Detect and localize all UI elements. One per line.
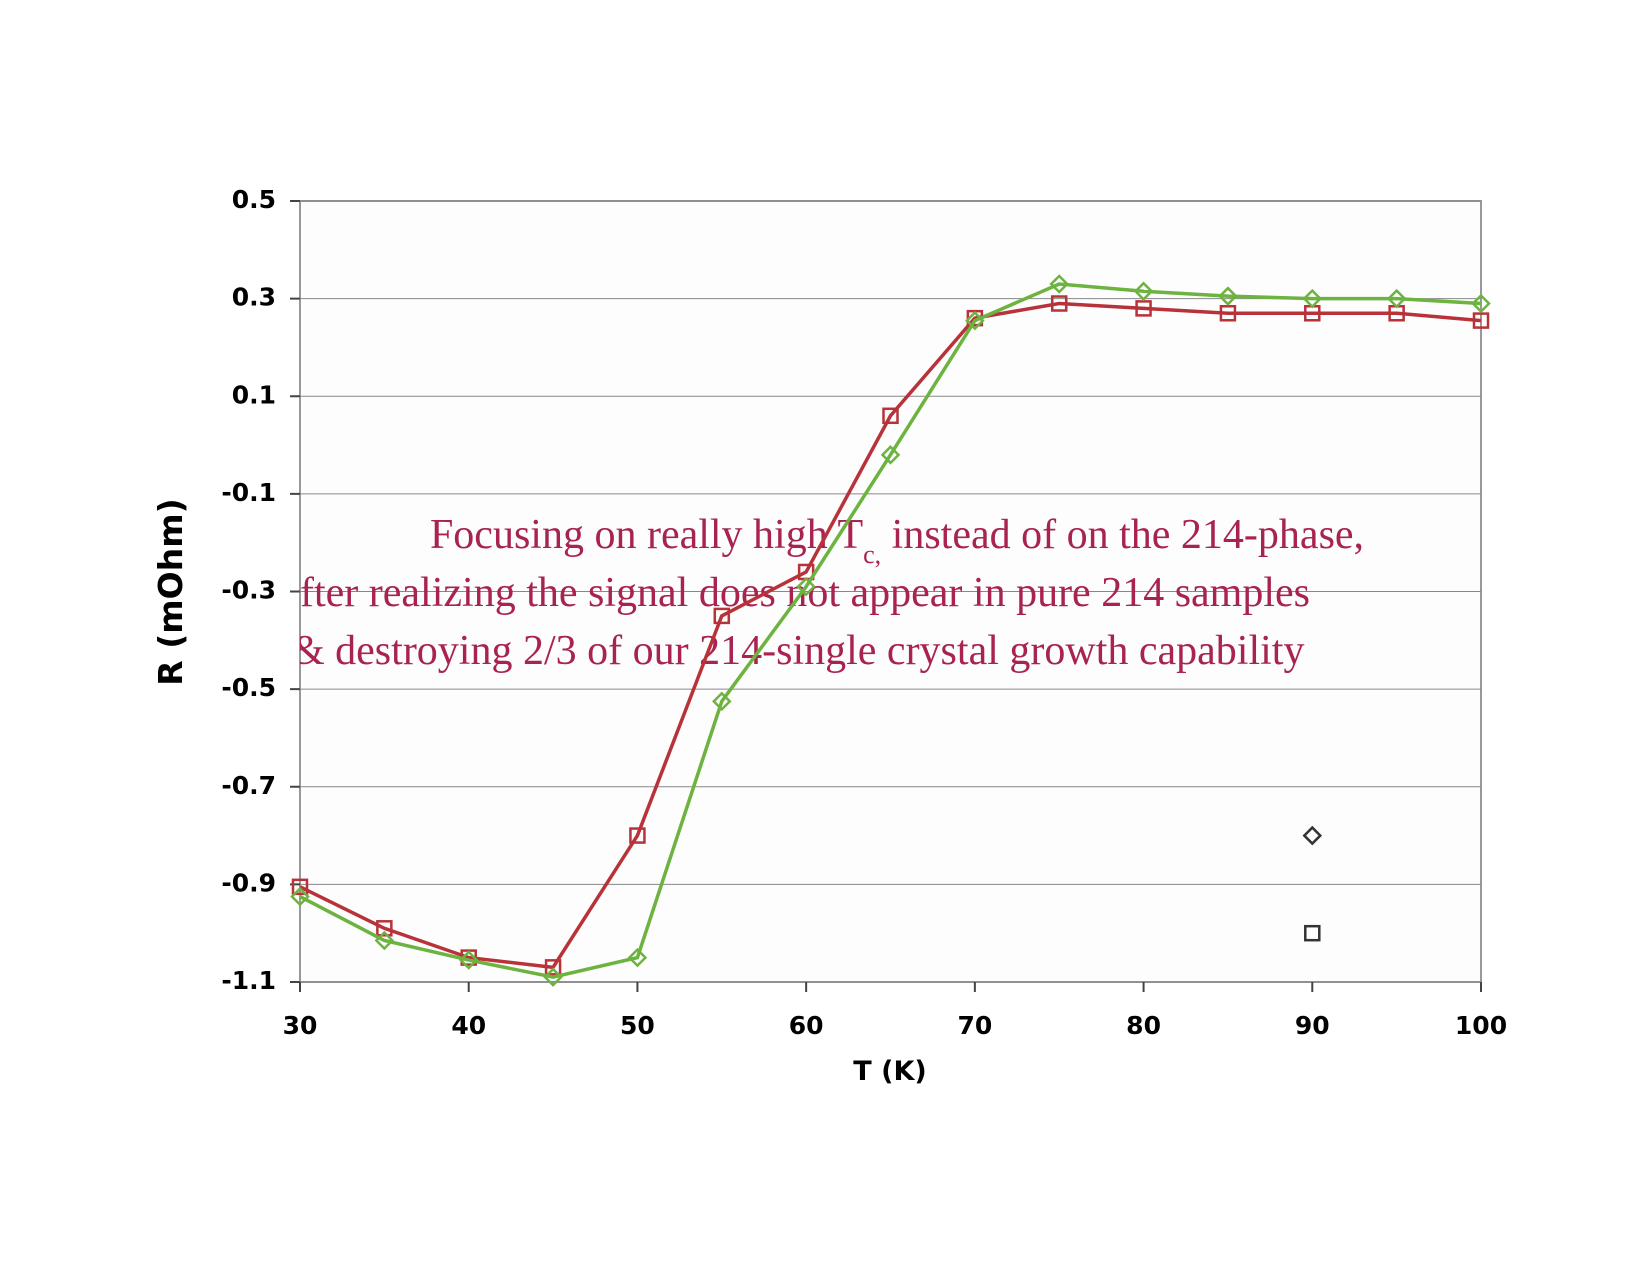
y-tick-label: -0.3	[221, 576, 276, 605]
annotation-text: Focusing on really high T	[430, 512, 863, 558]
diamond-marker	[543, 967, 563, 987]
diamond-marker	[796, 576, 816, 597]
x-tick-label: 70	[957, 1011, 992, 1040]
square-marker	[1135, 300, 1152, 317]
annotation-text: instead of on the 214-phase,	[881, 512, 1364, 558]
y-tick-label: -1.1	[221, 966, 276, 995]
square-marker	[544, 959, 562, 976]
series-line	[299, 282, 1482, 979]
annotation-subscript: c,	[863, 540, 881, 569]
square-marker	[1472, 312, 1490, 329]
x-tick-label: 60	[789, 1011, 824, 1040]
diamond-marker	[712, 691, 732, 712]
diamond-marker	[458, 950, 479, 970]
square-marker	[1304, 924, 1321, 942]
diamond-marker	[1386, 288, 1407, 309]
x-tick-label: 100	[1455, 1011, 1507, 1040]
x-tick-label: 30	[283, 1011, 318, 1040]
diamond-marker	[1302, 288, 1323, 309]
x-tick-label: 90	[1295, 1011, 1330, 1040]
diamond-marker	[374, 930, 395, 951]
y-tick-label: -0.9	[221, 868, 276, 897]
diamond-marker	[627, 947, 648, 968]
y-axis-label: R (mOhm)	[151, 498, 190, 685]
annotation-text: & destroying 2/3 of our 214-single cryst…	[292, 628, 1304, 674]
diamond-marker	[1302, 825, 1323, 846]
annotation-line: & destroying 2/3 of our 214-single cryst…	[292, 628, 1304, 674]
y-tick-label: 0.1	[232, 380, 276, 409]
square-marker	[629, 827, 646, 844]
x-tick-label: 40	[451, 1011, 486, 1040]
x-tick-label: 80	[1126, 1011, 1161, 1040]
square-marker	[713, 607, 731, 625]
y-tick-label: 0.3	[232, 283, 276, 312]
x-tick-label: 50	[620, 1011, 655, 1040]
square-marker	[882, 407, 899, 425]
diamond-marker	[290, 886, 310, 907]
annotation-line: Focusing on really high Tc, instead of o…	[430, 512, 1364, 569]
square-marker	[1050, 295, 1068, 312]
diamond-marker	[1133, 281, 1154, 302]
square-marker	[376, 920, 393, 937]
y-tick-label: -0.7	[221, 771, 276, 800]
y-tick-label: -0.5	[221, 673, 276, 702]
series-line	[299, 301, 1482, 970]
diamond-marker	[880, 445, 901, 465]
diamond-marker	[1218, 286, 1238, 306]
y-tick-label: 0.5	[232, 185, 276, 214]
x-axis-label: T (K)	[853, 1056, 926, 1087]
annotation: Focusing on really high Tc, instead of o…	[292, 512, 1364, 674]
diamond-marker	[1471, 293, 1491, 314]
diamond-marker	[965, 310, 985, 331]
square-marker	[1219, 305, 1237, 322]
diamond-marker	[1049, 274, 1069, 294]
square-marker	[291, 878, 309, 896]
y-tick-label: -0.1	[221, 478, 276, 507]
